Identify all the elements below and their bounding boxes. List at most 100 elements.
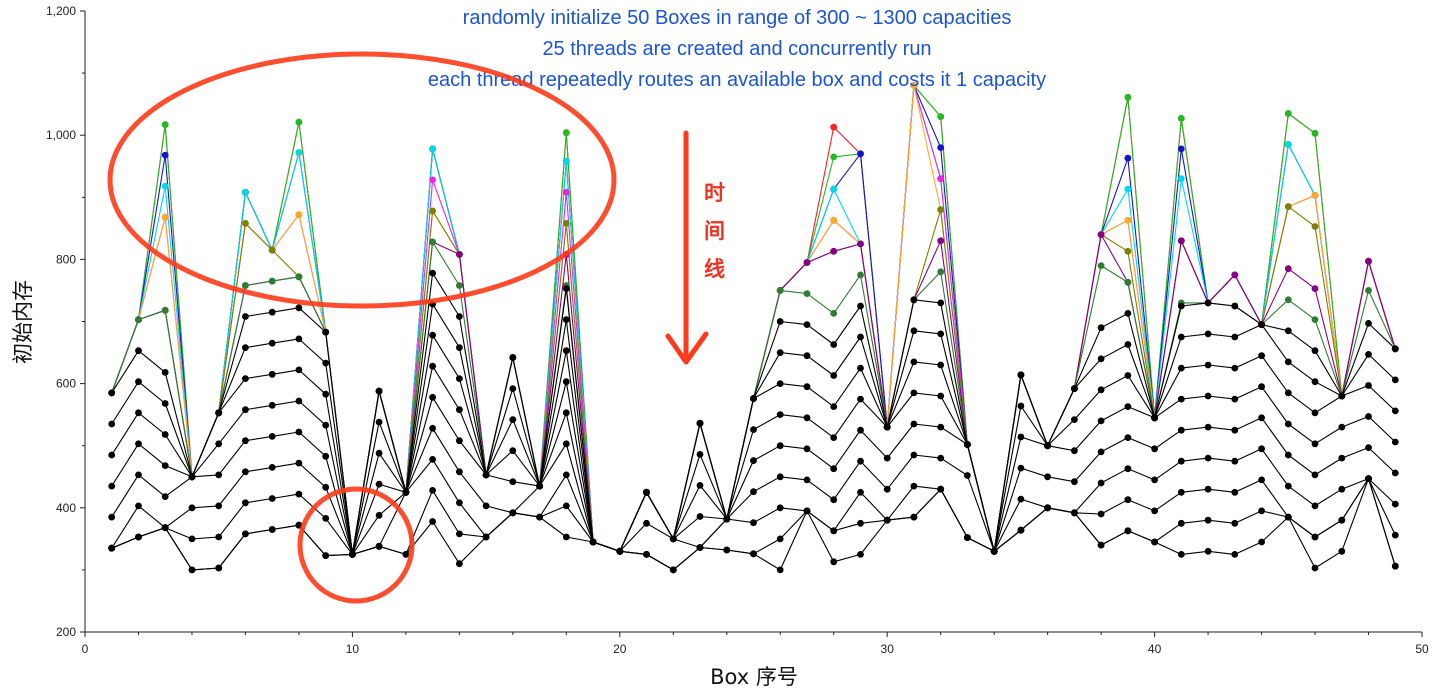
data-point	[1204, 547, 1212, 555]
data-point	[1097, 510, 1105, 518]
data-point	[1204, 485, 1212, 493]
timeline-label-3: 线	[704, 257, 725, 281]
data-point	[883, 454, 891, 462]
data-point	[509, 385, 517, 392]
data-point	[830, 496, 838, 504]
data-point	[937, 299, 945, 307]
data-point	[830, 216, 838, 224]
x-tick-label: 50	[1415, 642, 1429, 656]
data-point	[1311, 502, 1319, 510]
data-point	[937, 175, 945, 183]
data-point	[1311, 285, 1319, 292]
data-point	[1124, 185, 1132, 193]
data-point	[1231, 395, 1239, 403]
data-point	[375, 542, 383, 550]
data-point	[857, 426, 864, 434]
data-point	[1124, 247, 1132, 255]
data-point	[1177, 237, 1185, 245]
data-point	[1177, 302, 1185, 310]
data-point	[268, 464, 276, 471]
data-point	[509, 509, 517, 517]
data-point	[135, 316, 142, 323]
data-point	[242, 313, 249, 320]
data-point	[883, 516, 891, 524]
data-point	[456, 530, 463, 538]
data-point	[910, 482, 918, 490]
data-point	[750, 457, 757, 464]
data-point	[456, 468, 463, 476]
data-point	[1284, 110, 1292, 117]
data-point	[322, 421, 330, 429]
data-point	[1338, 392, 1346, 400]
series-line	[111, 84, 1396, 555]
data-point	[215, 564, 223, 572]
data-point	[295, 273, 303, 281]
data-point	[1204, 423, 1212, 431]
axes	[84, 11, 1422, 633]
data-point	[803, 507, 811, 515]
data-point	[1124, 372, 1132, 379]
series-line	[111, 234, 1396, 555]
series-line	[111, 84, 1396, 555]
data-point	[1044, 473, 1051, 481]
data-point	[1204, 330, 1212, 338]
y-tick-label: 400	[56, 501, 76, 515]
data-point	[1284, 389, 1292, 397]
data-point	[643, 551, 650, 558]
data-point	[964, 472, 971, 479]
data-point	[295, 397, 303, 405]
data-point	[1258, 414, 1265, 422]
data-point	[1231, 551, 1239, 558]
y-tick-label: 600	[56, 377, 76, 391]
data-point	[242, 437, 249, 445]
data-point	[1204, 516, 1212, 524]
data-point	[1284, 358, 1292, 366]
data-point	[242, 220, 249, 227]
data-point	[1365, 287, 1372, 294]
timeline-arrow	[665, 130, 709, 365]
data-point	[830, 247, 838, 255]
data-point	[1311, 564, 1319, 572]
data-point	[375, 511, 383, 519]
data-point	[723, 515, 731, 523]
data-point	[1258, 538, 1265, 546]
data-point	[937, 268, 945, 276]
annotation-line-1: randomly initialize 50 Boxes in range of…	[463, 7, 1012, 29]
data-point	[108, 420, 116, 428]
data-point	[1231, 426, 1239, 434]
data-point	[1124, 154, 1132, 162]
data-point	[215, 533, 223, 541]
data-point	[776, 535, 784, 543]
series-4	[108, 82, 1399, 558]
data-point	[937, 392, 945, 400]
data-point	[1284, 296, 1292, 304]
data-point	[161, 306, 169, 314]
data-point	[1338, 485, 1346, 493]
data-point	[857, 302, 864, 310]
data-point	[1204, 392, 1212, 400]
data-point	[456, 499, 463, 507]
data-point	[562, 285, 570, 292]
data-point	[562, 347, 570, 355]
data-point	[1124, 527, 1132, 535]
data-point	[857, 333, 864, 341]
data-point	[1391, 469, 1399, 477]
data-point	[1017, 526, 1025, 534]
y-tick-label: 200	[56, 625, 76, 639]
data-point	[429, 207, 436, 215]
data-point	[108, 513, 116, 521]
data-point	[1231, 333, 1239, 341]
y-axis-label: 初始内存	[11, 280, 35, 364]
series-line	[111, 206, 1396, 555]
data-point	[937, 361, 945, 369]
data-point	[803, 383, 811, 391]
data-point	[1071, 478, 1078, 486]
data-point	[482, 471, 490, 479]
data-point	[696, 419, 704, 427]
data-point	[509, 416, 517, 423]
data-point	[830, 123, 838, 131]
data-point	[1177, 145, 1185, 153]
data-point	[1284, 420, 1292, 428]
data-point	[215, 502, 223, 510]
data-point	[1231, 488, 1239, 496]
